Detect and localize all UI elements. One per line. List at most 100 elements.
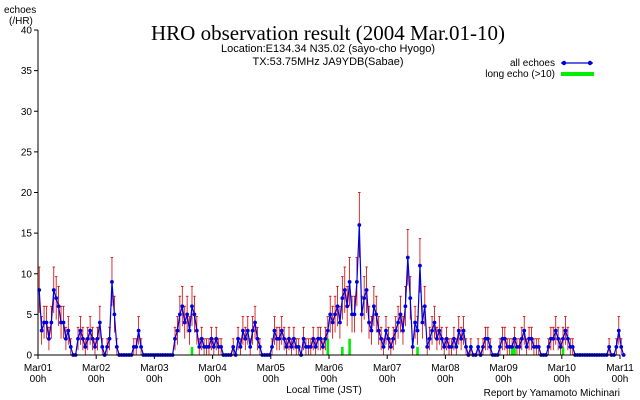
all-echoes-point — [248, 344, 253, 349]
all-echoes-point — [284, 344, 289, 349]
x-tick-label-hour: 00h — [437, 374, 454, 385]
all-echoes-point — [401, 328, 405, 333]
long-echo-bar — [348, 338, 351, 355]
x-tick-label-day: Mar02 — [82, 363, 111, 374]
all-echoes-point — [301, 336, 306, 341]
all-echoes-point — [398, 312, 403, 317]
all-echoes-point — [352, 312, 357, 317]
all-echoes-point — [354, 279, 359, 284]
all-echoes-point — [444, 336, 449, 341]
all-echoes-point — [255, 336, 260, 341]
all-echoes-point — [211, 344, 216, 349]
all-echoes-point — [413, 320, 417, 325]
all-echoes-point — [485, 336, 490, 341]
x-tick-label-day: Mar07 — [373, 363, 402, 374]
chart-subtitle-location: Location:E134.34 N35.02 (sayo-cho Hyogo) — [221, 43, 435, 55]
all-echoes-point — [342, 288, 347, 292]
all-echoes-point — [391, 336, 396, 341]
all-echoes-point — [243, 336, 248, 341]
all-echoes-point — [291, 336, 296, 341]
all-echoes-point — [289, 344, 294, 349]
all-echoes-point — [56, 304, 61, 309]
all-echoes-point — [180, 304, 185, 309]
all-echoes-point — [405, 255, 410, 260]
all-echoes-point — [214, 336, 219, 341]
all-echoes-point — [619, 344, 624, 349]
all-echoes-point — [437, 328, 442, 333]
all-echoes-point — [607, 344, 611, 349]
all-echoes-point — [231, 344, 236, 349]
x-tick-label-day: Mar01 — [24, 363, 53, 374]
y-tick-label: 5 — [26, 310, 32, 321]
legend-label-long-echo: long echo (>10) — [485, 69, 555, 80]
all-echoes-point — [241, 328, 245, 333]
all-echoes-point — [182, 320, 187, 325]
all-echoes-point — [253, 320, 257, 325]
all-echoes-point — [139, 344, 143, 349]
all-echoes-point — [396, 320, 401, 325]
all-echoes-point — [415, 328, 420, 333]
all-echoes-point — [287, 336, 291, 341]
all-echoes-point — [238, 344, 243, 349]
all-echoes-point — [345, 304, 350, 309]
all-echoes-point — [456, 328, 461, 333]
x-tick-label-hour: 00h — [379, 374, 396, 385]
all-echoes-point — [565, 336, 570, 341]
all-echoes-point — [207, 344, 211, 349]
all-echoes-point — [76, 336, 80, 341]
all-echoes-point — [192, 312, 197, 317]
all-echoes-point — [422, 304, 427, 309]
legend: all echoes long echo (>10) — [485, 58, 594, 80]
all-echoes-point — [614, 344, 619, 349]
all-echoes-point — [175, 328, 180, 333]
x-tick-label-day: Mar09 — [489, 363, 518, 374]
all-echoes-point — [257, 344, 262, 349]
all-echoes-point — [325, 328, 330, 333]
x-tick-label-day: Mar04 — [198, 363, 227, 374]
all-echoes-point — [318, 336, 323, 341]
all-echoes-point — [451, 336, 456, 341]
all-echoes-point — [418, 263, 422, 268]
all-echoes-point — [209, 336, 214, 341]
all-echoes-point — [95, 336, 100, 341]
all-echoes-point — [78, 328, 83, 333]
all-echoes-point — [194, 328, 199, 333]
all-echoes-point — [97, 320, 102, 325]
long-echo-bar — [326, 338, 330, 355]
all-echoes-point — [112, 312, 117, 317]
all-echoes-point — [114, 344, 119, 349]
all-echoes-point — [347, 279, 352, 284]
y-tick-label: 10 — [21, 269, 33, 280]
all-echoes-point — [328, 312, 333, 317]
x-tick-label-hour: 00h — [321, 374, 338, 385]
all-echoes-point — [461, 328, 466, 333]
all-echoes-point — [199, 336, 204, 341]
all-echoes-point — [61, 320, 66, 325]
all-echoes-point — [371, 304, 376, 309]
all-echoes-point — [408, 296, 413, 301]
all-echoes-point — [439, 336, 444, 341]
all-echoes-point — [432, 320, 437, 325]
y-axis-ticks: 0 5 10 15 20 25 30 35 40 — [21, 26, 38, 362]
all-echoes-point — [570, 344, 575, 349]
all-echoes-point — [425, 344, 430, 349]
all-echoes-point — [282, 336, 287, 341]
all-echoes-point — [621, 353, 626, 357]
all-echoes-point — [190, 304, 194, 309]
all-echoes-point — [51, 288, 56, 292]
all-echoes-point — [359, 312, 364, 317]
all-echoes-point — [311, 336, 316, 341]
x-tick-label-day: Mar03 — [140, 363, 169, 374]
all-echoes-point — [519, 336, 524, 341]
all-echoes-point — [173, 336, 177, 341]
long-echo-bar — [341, 346, 344, 355]
all-echoes-point — [616, 328, 621, 333]
all-echoes-line — [38, 224, 625, 358]
all-echoes-point — [403, 304, 408, 309]
all-echoes-point — [338, 320, 342, 325]
all-echoes-point — [536, 344, 541, 349]
all-echoes-point — [197, 344, 202, 349]
all-echoes-point — [420, 320, 425, 325]
all-echoes-point — [393, 328, 398, 333]
